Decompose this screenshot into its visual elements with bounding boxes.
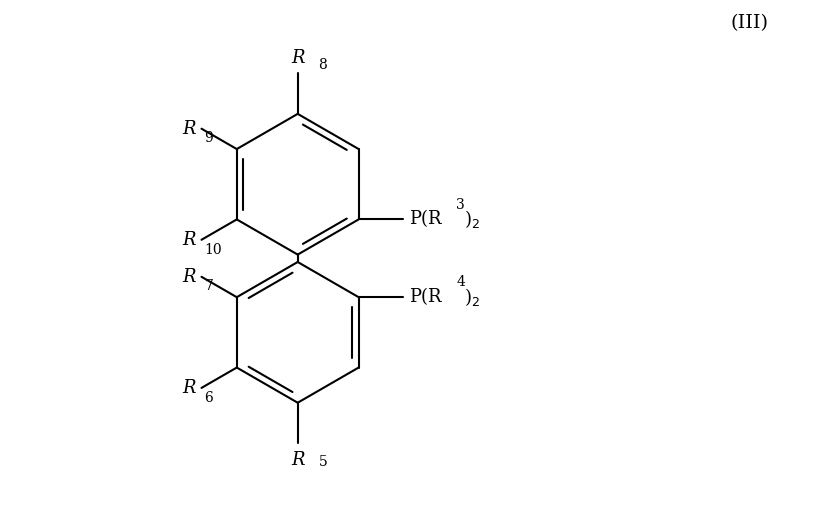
Text: R: R (291, 451, 304, 469)
Text: 7: 7 (205, 279, 214, 293)
Text: R: R (291, 49, 304, 67)
Text: P(R: P(R (409, 211, 441, 228)
Text: )$_2$: )$_2$ (464, 286, 480, 308)
Text: 3: 3 (456, 198, 465, 212)
Text: )$_2$: )$_2$ (464, 209, 480, 231)
Text: (III): (III) (730, 14, 768, 32)
Text: R: R (182, 119, 196, 138)
Text: P(R: P(R (409, 288, 441, 306)
Text: 5: 5 (318, 455, 328, 470)
Text: 8: 8 (318, 58, 328, 72)
Text: R: R (182, 268, 196, 286)
Text: 10: 10 (205, 243, 222, 257)
Text: R: R (182, 379, 196, 397)
Text: 6: 6 (205, 391, 213, 405)
Text: 4: 4 (456, 276, 465, 289)
Text: R: R (182, 231, 196, 249)
Text: 9: 9 (205, 130, 213, 145)
